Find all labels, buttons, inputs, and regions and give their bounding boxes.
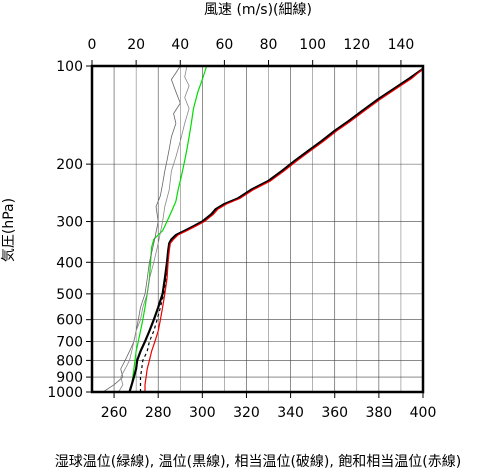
left-tick-label-300: 300 — [56, 215, 83, 231]
left-tick-label-800: 800 — [56, 353, 83, 369]
top-tick-label-40: 40 — [171, 37, 189, 53]
plot-frame — [90, 64, 425, 394]
bottom-tick-label-300: 300 — [189, 405, 216, 421]
series-line-風速2 — [118, 65, 190, 393]
top-tick-label-80: 80 — [260, 37, 278, 53]
top-tick-label-100: 100 — [299, 37, 326, 53]
top-axis-ticks: 0 20 40 60 80 100 120 140 — [88, 37, 415, 66]
series-line-飽和相当温位 — [144, 68, 424, 392]
series-line-相当温位 — [139, 68, 424, 392]
left-tick-label-600: 600 — [56, 313, 83, 329]
y-axis-label: 気圧(hPa) — [1, 198, 17, 262]
top-tick-label-120: 120 — [343, 37, 370, 53]
bottom-tick-label-400: 400 — [410, 405, 437, 421]
top-axis-label: 風速 (m/s)(細線) — [204, 2, 312, 18]
top-tick-label-140: 140 — [388, 37, 415, 53]
left-tick-label-700: 700 — [56, 335, 83, 351]
left-tick-label-1000: 1000 — [47, 385, 83, 401]
bottom-tick-label-280: 280 — [145, 405, 172, 421]
bottom-tick-label-340: 340 — [277, 405, 304, 421]
top-tick-label-20: 20 — [127, 37, 145, 53]
left-tick-label-100: 100 — [56, 59, 83, 75]
series-line-風速 — [102, 65, 181, 393]
bottom-tick-label-380: 380 — [365, 405, 392, 421]
series-line-湿球温位 — [128, 65, 208, 393]
left-tick-label-200: 200 — [56, 157, 83, 173]
left-tick-label-900: 900 — [56, 370, 83, 386]
series-group — [102, 65, 424, 393]
bottom-tick-label-260: 260 — [101, 405, 128, 421]
bottom-tick-label-320: 320 — [233, 405, 260, 421]
top-tick-label-0: 0 — [88, 37, 97, 53]
top-tick-label-60: 60 — [215, 37, 233, 53]
bottom-axis-label: 湿球温位(緑線), 温位(黒線), 相当温位(破線), 飽和相当温位(赤線) — [55, 453, 461, 470]
left-tick-label-500: 500 — [56, 287, 83, 303]
bottom-axis-ticks: 260 280 300 320 340 360 380 400 — [101, 392, 437, 421]
left-tick-label-400: 400 — [56, 255, 83, 271]
grid — [91, 65, 424, 393]
bottom-tick-label-360: 360 — [321, 405, 348, 421]
